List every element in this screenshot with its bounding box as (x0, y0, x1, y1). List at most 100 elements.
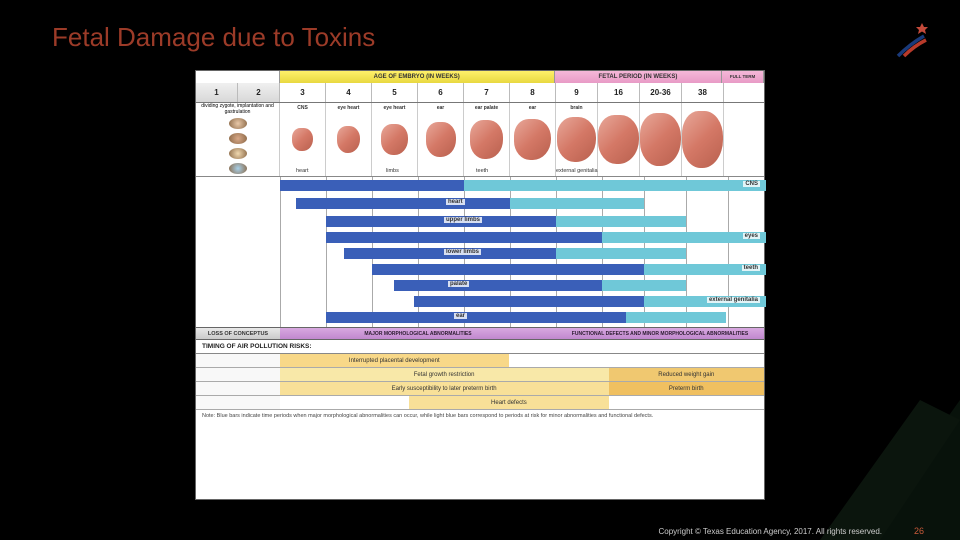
week-cell: 2 (238, 83, 280, 102)
risk-segment: Early susceptibility to later preterm bi… (280, 382, 609, 395)
pollution-risk-rows: Interrupted placental developmentFetal g… (196, 354, 764, 410)
risk-segment (196, 354, 280, 367)
sensitivity-bar-row: CNS (196, 179, 764, 192)
week-cell: 6 (418, 83, 464, 102)
bar-label: lower limbs (444, 249, 481, 255)
risk-segment: Interrupted placental development (280, 354, 509, 367)
period-header: AGE OF EMBRYO (IN WEEKS) FETAL PERIOD (I… (196, 71, 764, 83)
week-cell: 16 (598, 83, 640, 102)
minor-abnorm-label: FUNCTIONAL DEFECTS AND MINOR MORPHOLOGIC… (556, 328, 764, 339)
week-cell: 5 (372, 83, 418, 102)
embryo-cell (640, 103, 682, 176)
bar-minor (556, 248, 686, 259)
bar-label: heart (446, 199, 465, 205)
sensitivity-bar-row: ear (196, 311, 764, 324)
risk-row: Interrupted placental development (196, 354, 764, 368)
zygote-cell: dividing zygote, implantation and gastru… (196, 103, 280, 176)
week-cell: 20-36 (640, 83, 682, 102)
organ-arrow-label: external genitalia (556, 168, 598, 174)
week-number-row: 1234567891620-3638 (196, 83, 764, 103)
slide-title: Fetal Damage due to Toxins (52, 22, 375, 53)
risk-segment (609, 396, 764, 409)
organ-arrow-label: heart (296, 168, 309, 174)
timing-header: TIMING OF AIR POLLUTION RISKS: (196, 340, 764, 354)
bar-minor (464, 180, 766, 191)
organ-arrow-label: teeth (476, 168, 488, 174)
bar-label: CNS (743, 181, 760, 187)
risk-segment (196, 396, 280, 409)
full-term-label: FULL TERM (722, 71, 764, 83)
abnormality-band: LOSS OF CONCEPTUS MAJOR MORPHOLOGICAL AB… (196, 327, 764, 340)
risk-segment (196, 382, 280, 395)
risk-segment: Reduced weight gain (609, 368, 764, 381)
chart-note: Note: Blue bars indicate time periods wh… (196, 410, 764, 422)
risk-segment: Fetal growth restriction (280, 368, 609, 381)
embryo-illustration-row: dividing zygote, implantation and gastru… (196, 103, 764, 177)
bar-major (296, 198, 510, 209)
sensitivity-bar-row: lower limbs (196, 247, 764, 260)
bar-label: teeth (742, 265, 760, 271)
week-cell: 4 (326, 83, 372, 102)
week-cell: 1 (196, 83, 238, 102)
slide: { "title": { "text": "Fetal Damage due t… (0, 0, 960, 540)
bar-major (372, 264, 644, 275)
bar-major (280, 180, 464, 191)
risk-row: Heart defects (196, 396, 764, 410)
sensitivity-bar-row: upper limbs (196, 215, 764, 228)
fetal-development-chart: AGE OF EMBRYO (IN WEEKS) FETAL PERIOD (I… (195, 70, 765, 500)
sensitivity-bar-row: eyes (196, 231, 764, 244)
bar-label: ear (454, 313, 467, 319)
bar-minor (626, 312, 726, 323)
bar-label: palate (448, 281, 469, 287)
bar-label: eyes (743, 233, 760, 239)
risk-segment: Preterm birth (609, 382, 764, 395)
embryo-cell (598, 103, 640, 176)
risk-segment (509, 354, 764, 367)
logo (892, 18, 932, 58)
week-cell: 8 (510, 83, 556, 102)
bar-minor (602, 232, 766, 243)
bar-label: external genitalia (707, 297, 760, 303)
major-abnorm-label: MAJOR MORPHOLOGICAL ABNORMALITIES (280, 328, 556, 339)
sensitivity-bar-row: palate (196, 279, 764, 292)
embryo-period-label: AGE OF EMBRYO (IN WEEKS) (280, 71, 555, 83)
copyright: Copyright © Texas Education Agency, 2017… (659, 527, 883, 536)
week-cell: 9 (556, 83, 598, 102)
bar-major (326, 216, 556, 227)
embryo-cell: ear (510, 103, 556, 176)
bar-minor (602, 280, 686, 291)
swoosh-icon (898, 36, 924, 56)
bar-major (394, 280, 602, 291)
bar-major (326, 232, 602, 243)
risk-row: Early susceptibility to later preterm bi… (196, 382, 764, 396)
embryo-cell: eye heart (326, 103, 372, 176)
embryo-cell: ear palate (464, 103, 510, 176)
bar-minor (556, 216, 686, 227)
embryo-cell: eye heart (372, 103, 418, 176)
risk-segment (280, 396, 410, 409)
sensitivity-bar-row: teeth (196, 263, 764, 276)
star-icon (916, 23, 928, 34)
risk-row: Fetal growth restrictionReduced weight g… (196, 368, 764, 382)
page-number: 26 (914, 526, 924, 536)
decorative-background (780, 400, 960, 540)
bar-major (326, 312, 626, 323)
week-cell: 38 (682, 83, 724, 102)
bar-major (414, 296, 644, 307)
fetal-period-label: FETAL PERIOD (IN WEEKS) (555, 71, 722, 83)
sensitivity-bars: heartlimbsteethexternal genitaliaCNShear… (196, 177, 764, 327)
week-cell: 7 (464, 83, 510, 102)
embryo-cell (682, 103, 724, 176)
loss-label: LOSS OF CONCEPTUS (196, 328, 280, 339)
risk-segment (196, 368, 280, 381)
week-cell: 3 (280, 83, 326, 102)
embryo-cell: CNS (280, 103, 326, 176)
sensitivity-bar-row: heart (196, 197, 764, 210)
embryo-cell: ear (418, 103, 464, 176)
embryo-cell: brain (556, 103, 598, 176)
risk-segment: Heart defects (409, 396, 608, 409)
sensitivity-bar-row: external genitalia (196, 295, 764, 308)
organ-arrow-label: limbs (386, 168, 399, 174)
bar-minor (510, 198, 644, 209)
bar-label: upper limbs (444, 217, 482, 223)
